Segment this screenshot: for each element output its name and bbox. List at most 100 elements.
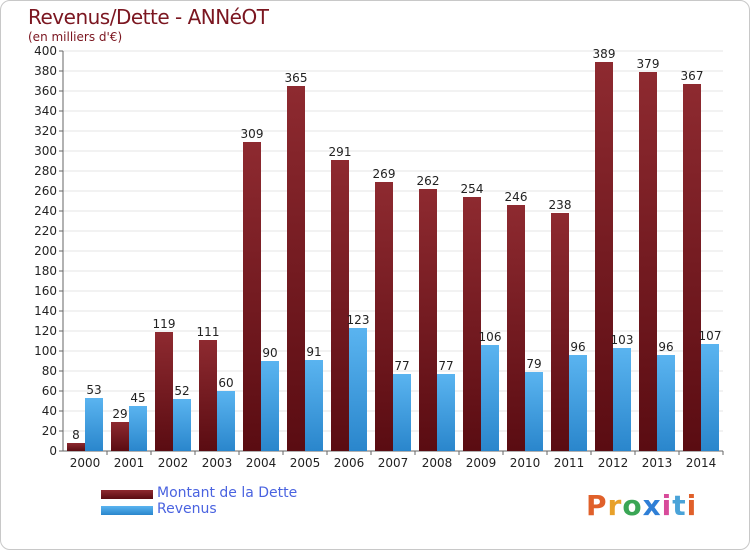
data-label-revenus: 96: [658, 340, 673, 354]
data-label-revenus: 107: [699, 329, 722, 343]
x-tick-label: 2011: [554, 456, 585, 470]
data-label-dette: 262: [417, 174, 440, 188]
data-label-revenus: 77: [394, 359, 409, 373]
bar-dette: [507, 205, 525, 451]
y-tick-label: 320: [34, 124, 57, 138]
bar-dette: [551, 213, 569, 451]
bar-revenus: [85, 398, 103, 451]
bar-revenus: [657, 355, 675, 451]
x-tick-label: 2012: [598, 456, 629, 470]
bar-dette: [111, 422, 129, 451]
data-label-dette: 309: [241, 127, 264, 141]
data-label-revenus: 45: [130, 391, 145, 405]
y-tick-label: 380: [34, 64, 57, 78]
y-tick-label: 0: [49, 444, 57, 458]
legend-swatch-dette: [101, 490, 153, 499]
y-tick-label: 400: [34, 44, 57, 58]
data-label-dette: 111: [197, 325, 220, 339]
x-tick-label: 2009: [466, 456, 497, 470]
x-tick-label: 2002: [158, 456, 189, 470]
bar-revenus: [393, 374, 411, 451]
logo-letter: i: [686, 489, 698, 522]
logo-letter: r: [607, 489, 623, 522]
data-label-dette: 367: [681, 69, 704, 83]
data-label-dette: 8: [72, 428, 80, 442]
data-label-revenus: 103: [611, 333, 634, 347]
data-label-revenus: 96: [570, 340, 585, 354]
bar-revenus: [437, 374, 455, 451]
bar-dette: [639, 72, 657, 451]
legend-label-revenus: Revenus: [157, 501, 217, 517]
bar-revenus: [569, 355, 587, 451]
data-label-revenus: 60: [218, 376, 233, 390]
logo-letter: i: [661, 489, 673, 522]
logo-letter: t: [672, 489, 687, 522]
y-tick-label: 300: [34, 144, 57, 158]
bar-dette: [243, 142, 261, 451]
chart-title: Revenus/Dette - ANNéOT: [28, 5, 269, 29]
bar-revenus: [481, 345, 499, 451]
x-tick-label: 2001: [114, 456, 145, 470]
bar-dette: [595, 62, 613, 451]
data-label-dette: 254: [461, 182, 484, 196]
y-tick-label: 80: [42, 364, 57, 378]
legend-swatch-revenus: [101, 506, 153, 515]
y-tick-label: 120: [34, 324, 57, 338]
x-tick-label: 2013: [642, 456, 673, 470]
bar-dette: [67, 443, 85, 451]
data-label-revenus: 53: [86, 383, 101, 397]
bar-dette: [463, 197, 481, 451]
bar-dette: [331, 160, 349, 451]
logo-letter: P: [586, 489, 608, 522]
data-label-revenus: 90: [262, 346, 277, 360]
y-tick-label: 180: [34, 264, 57, 278]
y-tick-label: 200: [34, 244, 57, 258]
bar-revenus: [173, 399, 191, 451]
bar-dette: [199, 340, 217, 451]
y-tick-label: 240: [34, 204, 57, 218]
y-tick-label: 220: [34, 224, 57, 238]
bar-revenus: [305, 360, 323, 451]
bar-dette: [155, 332, 173, 451]
bar-revenus: [217, 391, 235, 451]
bar-dette: [375, 182, 393, 451]
x-tick-label: 2014: [686, 456, 717, 470]
bar-revenus: [349, 328, 367, 451]
data-label-dette: 238: [549, 198, 572, 212]
data-label-revenus: 79: [526, 357, 541, 371]
data-label-dette: 291: [329, 145, 352, 159]
bars: [67, 62, 719, 451]
logo-letter: x: [642, 489, 662, 522]
bar-revenus: [525, 372, 543, 451]
x-tick-label: 2006: [334, 456, 365, 470]
axes: 0 20 40 60 80 100 120 140 160 180 200 220 240 260 280 3…: [34, 44, 724, 470]
bar-revenus: [613, 348, 631, 451]
x-tick-label: 2007: [378, 456, 409, 470]
data-label-revenus: 123: [347, 313, 370, 327]
data-label-dette: 246: [505, 190, 528, 204]
data-label-revenus: 91: [306, 345, 321, 359]
chart-subtitle: (en milliers d'€): [28, 30, 123, 44]
x-tick-label: 2000: [70, 456, 101, 470]
legend-label-dette: Montant de la Dette: [157, 485, 298, 501]
x-tick-label: 2005: [290, 456, 321, 470]
data-label-revenus: 106: [479, 330, 502, 344]
x-tick-label: 2010: [510, 456, 541, 470]
y-tick-label: 260: [34, 184, 57, 198]
logo-letter: o: [622, 489, 643, 522]
y-tick-label: 100: [34, 344, 57, 358]
bar-revenus: [261, 361, 279, 451]
data-label-dette: 389: [593, 47, 616, 61]
data-label-dette: 365: [285, 71, 308, 85]
bar-dette: [419, 189, 437, 451]
y-tick-label: 140: [34, 304, 57, 318]
y-tick-label: 160: [34, 284, 57, 298]
data-label-dette: 119: [153, 317, 176, 331]
y-tick-label: 280: [34, 164, 57, 178]
data-label-dette: 29: [112, 407, 127, 421]
bar-dette: [287, 86, 305, 451]
y-tick-label: 360: [34, 84, 57, 98]
bar-dette: [683, 84, 701, 451]
